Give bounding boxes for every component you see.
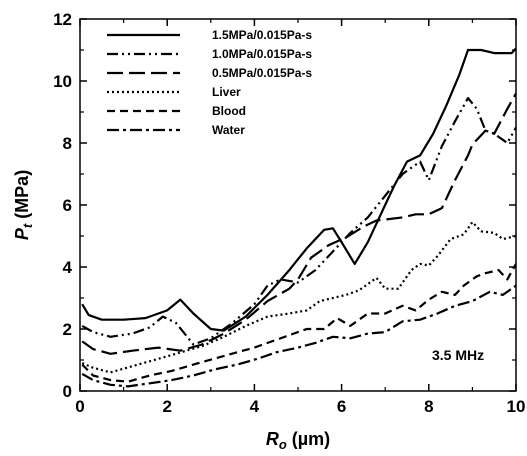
legend: 1.5MPa/0.015Pa-s 1.0MPa/0.015Pa-s 0.5MPa/0…	[107, 28, 312, 137]
legend-label-3: Liver	[212, 85, 241, 99]
y-tick-label: 10	[53, 72, 72, 91]
legend-label-0: 1.5MPa/0.015Pa-s	[212, 28, 312, 42]
y-axis-symbol: P	[12, 227, 32, 240]
series-line-1	[81, 97, 516, 346]
y-tick-label: 6	[63, 196, 72, 215]
x-axis-unit: (µm)	[287, 429, 330, 449]
series-line-2	[81, 92, 516, 355]
y-tick-label: 2	[63, 320, 72, 339]
y-axis-title: Pt (MPa)	[12, 170, 35, 240]
frequency-annotation: 3.5 MHz	[432, 347, 484, 363]
x-tick-label: 6	[337, 397, 346, 416]
y-tick-label: 8	[63, 134, 72, 153]
series-line-3	[81, 221, 516, 374]
x-axis-symbol: R	[266, 429, 279, 449]
x-tick-label: 0	[75, 397, 84, 416]
x-tick-label: 2	[162, 397, 171, 416]
legend-label-2: 0.5MPa/0.015Pa-s	[212, 66, 312, 80]
x-axis-subscript: o	[279, 437, 287, 452]
y-axis-unit: (MPa)	[12, 170, 32, 224]
legend-label-1: 1.0MPa/0.015Pa-s	[212, 47, 312, 61]
y-tick-label: 12	[53, 10, 72, 29]
x-tick-label: 4	[250, 397, 260, 416]
legend-label-4: Blood	[212, 104, 246, 118]
series-line-4	[81, 263, 516, 383]
y-tick-label: 0	[63, 382, 72, 401]
x-tick-label: 10	[507, 397, 526, 416]
legend-label-5: Water	[212, 123, 245, 137]
series-layer	[81, 47, 516, 388]
x-axis-ticks: 0 2 4 6 8 10	[75, 19, 525, 416]
series-line-0	[81, 47, 516, 332]
y-axis-subscript: t	[20, 223, 35, 228]
y-tick-label: 4	[63, 258, 73, 277]
x-tick-label: 8	[424, 397, 433, 416]
x-axis-title: Ro (µm)	[266, 429, 330, 452]
series-line-5	[81, 284, 516, 388]
